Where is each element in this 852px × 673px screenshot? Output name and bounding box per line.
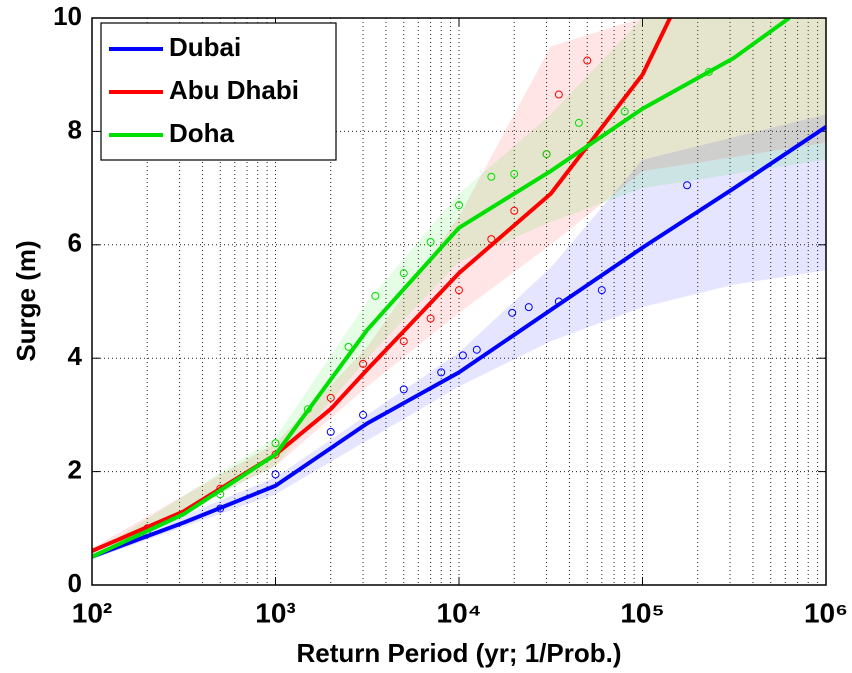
x-tick-label: 10² — [72, 597, 112, 628]
data-point — [458, 351, 467, 360]
data-point — [472, 345, 481, 354]
data-point — [399, 337, 408, 346]
data-point — [455, 201, 463, 210]
data-point — [574, 118, 583, 127]
data-point — [399, 269, 408, 278]
data-point — [399, 385, 408, 394]
y-tick-label: 8 — [68, 114, 82, 144]
confidence-band — [92, 114, 826, 560]
data-point — [426, 237, 435, 246]
x-tick-label: 10⁴ — [437, 597, 482, 628]
data-point — [683, 181, 692, 190]
data-point — [437, 368, 446, 377]
y-tick-label: 0 — [68, 568, 82, 598]
data-point — [326, 427, 335, 436]
confidence-band — [92, 18, 826, 560]
data-point — [271, 439, 280, 448]
data-point — [359, 410, 368, 419]
data-point — [583, 56, 592, 65]
y-tick-label: 10 — [53, 1, 82, 31]
legend-label: Doha — [169, 118, 235, 148]
x-tick-label: 10⁵ — [620, 597, 664, 628]
data-point — [371, 291, 380, 300]
data-point — [487, 172, 496, 181]
y-axis-label: Surge (m) — [11, 240, 41, 361]
data-point — [542, 150, 551, 159]
fit-line — [92, 18, 791, 559]
data-point — [510, 206, 519, 215]
data-point — [271, 470, 280, 479]
y-tick-label: 4 — [68, 341, 83, 371]
x-tick-label: 10³ — [255, 597, 295, 628]
fit-line — [92, 125, 826, 559]
data-point — [344, 342, 353, 351]
data-point — [524, 303, 533, 312]
y-tick-label: 6 — [68, 228, 82, 258]
legend-label: Abu Dhabi — [169, 75, 299, 105]
data-point — [455, 286, 463, 295]
data-point — [359, 359, 368, 368]
plot-frame — [91, 17, 827, 586]
x-tick-label: 10⁶ — [804, 597, 848, 628]
data-point — [326, 393, 335, 402]
data-point — [508, 308, 517, 317]
x-axis-label: Return Period (yr; 1/Prob.) — [296, 638, 621, 668]
data-point — [426, 314, 435, 323]
data-point — [554, 90, 563, 99]
legend-label: Dubai — [169, 32, 241, 62]
confidence-band — [92, 18, 826, 554]
data-point — [510, 169, 519, 178]
data-point — [597, 286, 606, 295]
plot-area — [92, 18, 826, 560]
y-tick-label: 2 — [68, 454, 82, 484]
data-point — [620, 107, 629, 116]
